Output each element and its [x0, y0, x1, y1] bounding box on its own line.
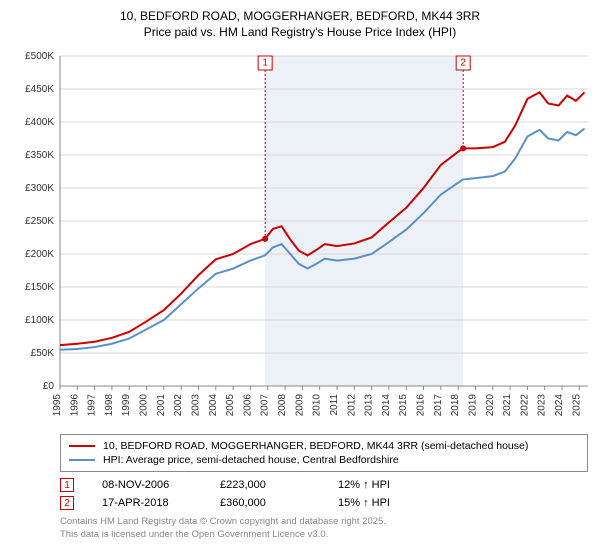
marker-badge: 1 [60, 478, 74, 492]
svg-text:2016: 2016 [416, 394, 427, 417]
svg-text:2006: 2006 [242, 394, 253, 417]
svg-text:2007: 2007 [260, 394, 271, 417]
data-date: 17-APR-2018 [102, 497, 192, 509]
svg-text:1999: 1999 [121, 394, 132, 417]
data-price: £360,000 [220, 497, 310, 509]
data-delta: 15% ↑ HPI [338, 497, 428, 509]
svg-text:2002: 2002 [173, 394, 184, 417]
svg-text:£250K: £250K [25, 216, 54, 227]
data-row: 2 17-APR-2018 £360,000 15% ↑ HPI [60, 496, 590, 510]
svg-text:2025: 2025 [571, 394, 582, 417]
svg-text:2021: 2021 [502, 394, 513, 417]
svg-text:2009: 2009 [294, 394, 305, 417]
data-points: 1 08-NOV-2006 £223,000 12% ↑ HPI 2 17-AP… [60, 478, 590, 510]
svg-text:2011: 2011 [329, 394, 340, 416]
svg-text:£500K: £500K [25, 51, 54, 62]
chart-title: 10, BEDFORD ROAD, MOGGERHANGER, BEDFORD,… [10, 8, 590, 40]
svg-text:2022: 2022 [519, 394, 530, 417]
svg-text:2000: 2000 [139, 394, 150, 417]
svg-text:2001: 2001 [156, 394, 167, 417]
svg-text:2023: 2023 [537, 394, 548, 417]
svg-text:2024: 2024 [554, 394, 565, 417]
data-date: 08-NOV-2006 [102, 479, 192, 491]
data-row: 1 08-NOV-2006 £223,000 12% ↑ HPI [60, 478, 590, 492]
data-price: £223,000 [220, 479, 310, 491]
svg-text:£50K: £50K [31, 348, 55, 359]
svg-text:£450K: £450K [25, 84, 54, 95]
svg-text:2014: 2014 [381, 394, 392, 417]
chart-container: 10, BEDFORD ROAD, MOGGERHANGER, BEDFORD,… [0, 0, 600, 560]
svg-text:£300K: £300K [25, 183, 54, 194]
chart-plot: 1 2 £0 £50K £100K £150K £200K £250K £300K £350K £… [10, 46, 590, 426]
svg-text:2: 2 [460, 58, 466, 69]
marker-badge: 2 [60, 496, 74, 510]
svg-text:£400K: £400K [25, 117, 54, 128]
svg-text:£200K: £200K [25, 249, 54, 260]
svg-text:1997: 1997 [87, 394, 98, 417]
svg-text:£350K: £350K [25, 150, 54, 161]
svg-text:2004: 2004 [208, 394, 219, 417]
title-line1: 10, BEDFORD ROAD, MOGGERHANGER, BEDFORD,… [10, 8, 590, 24]
svg-text:1996: 1996 [69, 394, 80, 417]
svg-text:2018: 2018 [450, 394, 461, 417]
svg-text:2013: 2013 [364, 394, 375, 417]
svg-text:2019: 2019 [467, 394, 478, 417]
legend-swatch [69, 459, 95, 461]
chart-svg: 1 2 £0 £50K £100K £150K £200K £250K £300K £350K £… [10, 46, 590, 426]
legend-label: HPI: Average price, semi-detached house,… [103, 454, 399, 466]
svg-text:£150K: £150K [25, 282, 54, 293]
svg-text:£0: £0 [43, 381, 55, 392]
svg-text:2015: 2015 [398, 394, 409, 417]
footer: Contains HM Land Registry data © Crown c… [60, 516, 590, 541]
svg-text:1995: 1995 [52, 394, 63, 417]
svg-text:1998: 1998 [104, 394, 115, 417]
svg-text:2005: 2005 [225, 394, 236, 417]
legend-label: 10, BEDFORD ROAD, MOGGERHANGER, BEDFORD,… [103, 440, 528, 452]
svg-text:£100K: £100K [25, 315, 54, 326]
svg-text:2017: 2017 [433, 394, 444, 417]
legend: 10, BEDFORD ROAD, MOGGERHANGER, BEDFORD,… [60, 434, 588, 472]
footer-line2: This data is licensed under the Open Gov… [60, 529, 590, 541]
svg-text:2020: 2020 [485, 394, 496, 417]
svg-text:1: 1 [262, 58, 268, 69]
title-line2: Price paid vs. HM Land Registry's House … [10, 24, 590, 40]
legend-item: HPI: Average price, semi-detached house,… [69, 453, 579, 467]
svg-text:2008: 2008 [277, 394, 288, 417]
svg-text:2010: 2010 [312, 394, 323, 417]
legend-swatch [69, 445, 95, 447]
legend-item: 10, BEDFORD ROAD, MOGGERHANGER, BEDFORD,… [69, 439, 579, 453]
svg-text:2012: 2012 [346, 394, 357, 417]
data-delta: 12% ↑ HPI [338, 479, 428, 491]
footer-line1: Contains HM Land Registry data © Crown c… [60, 516, 590, 528]
svg-text:2003: 2003 [190, 394, 201, 417]
